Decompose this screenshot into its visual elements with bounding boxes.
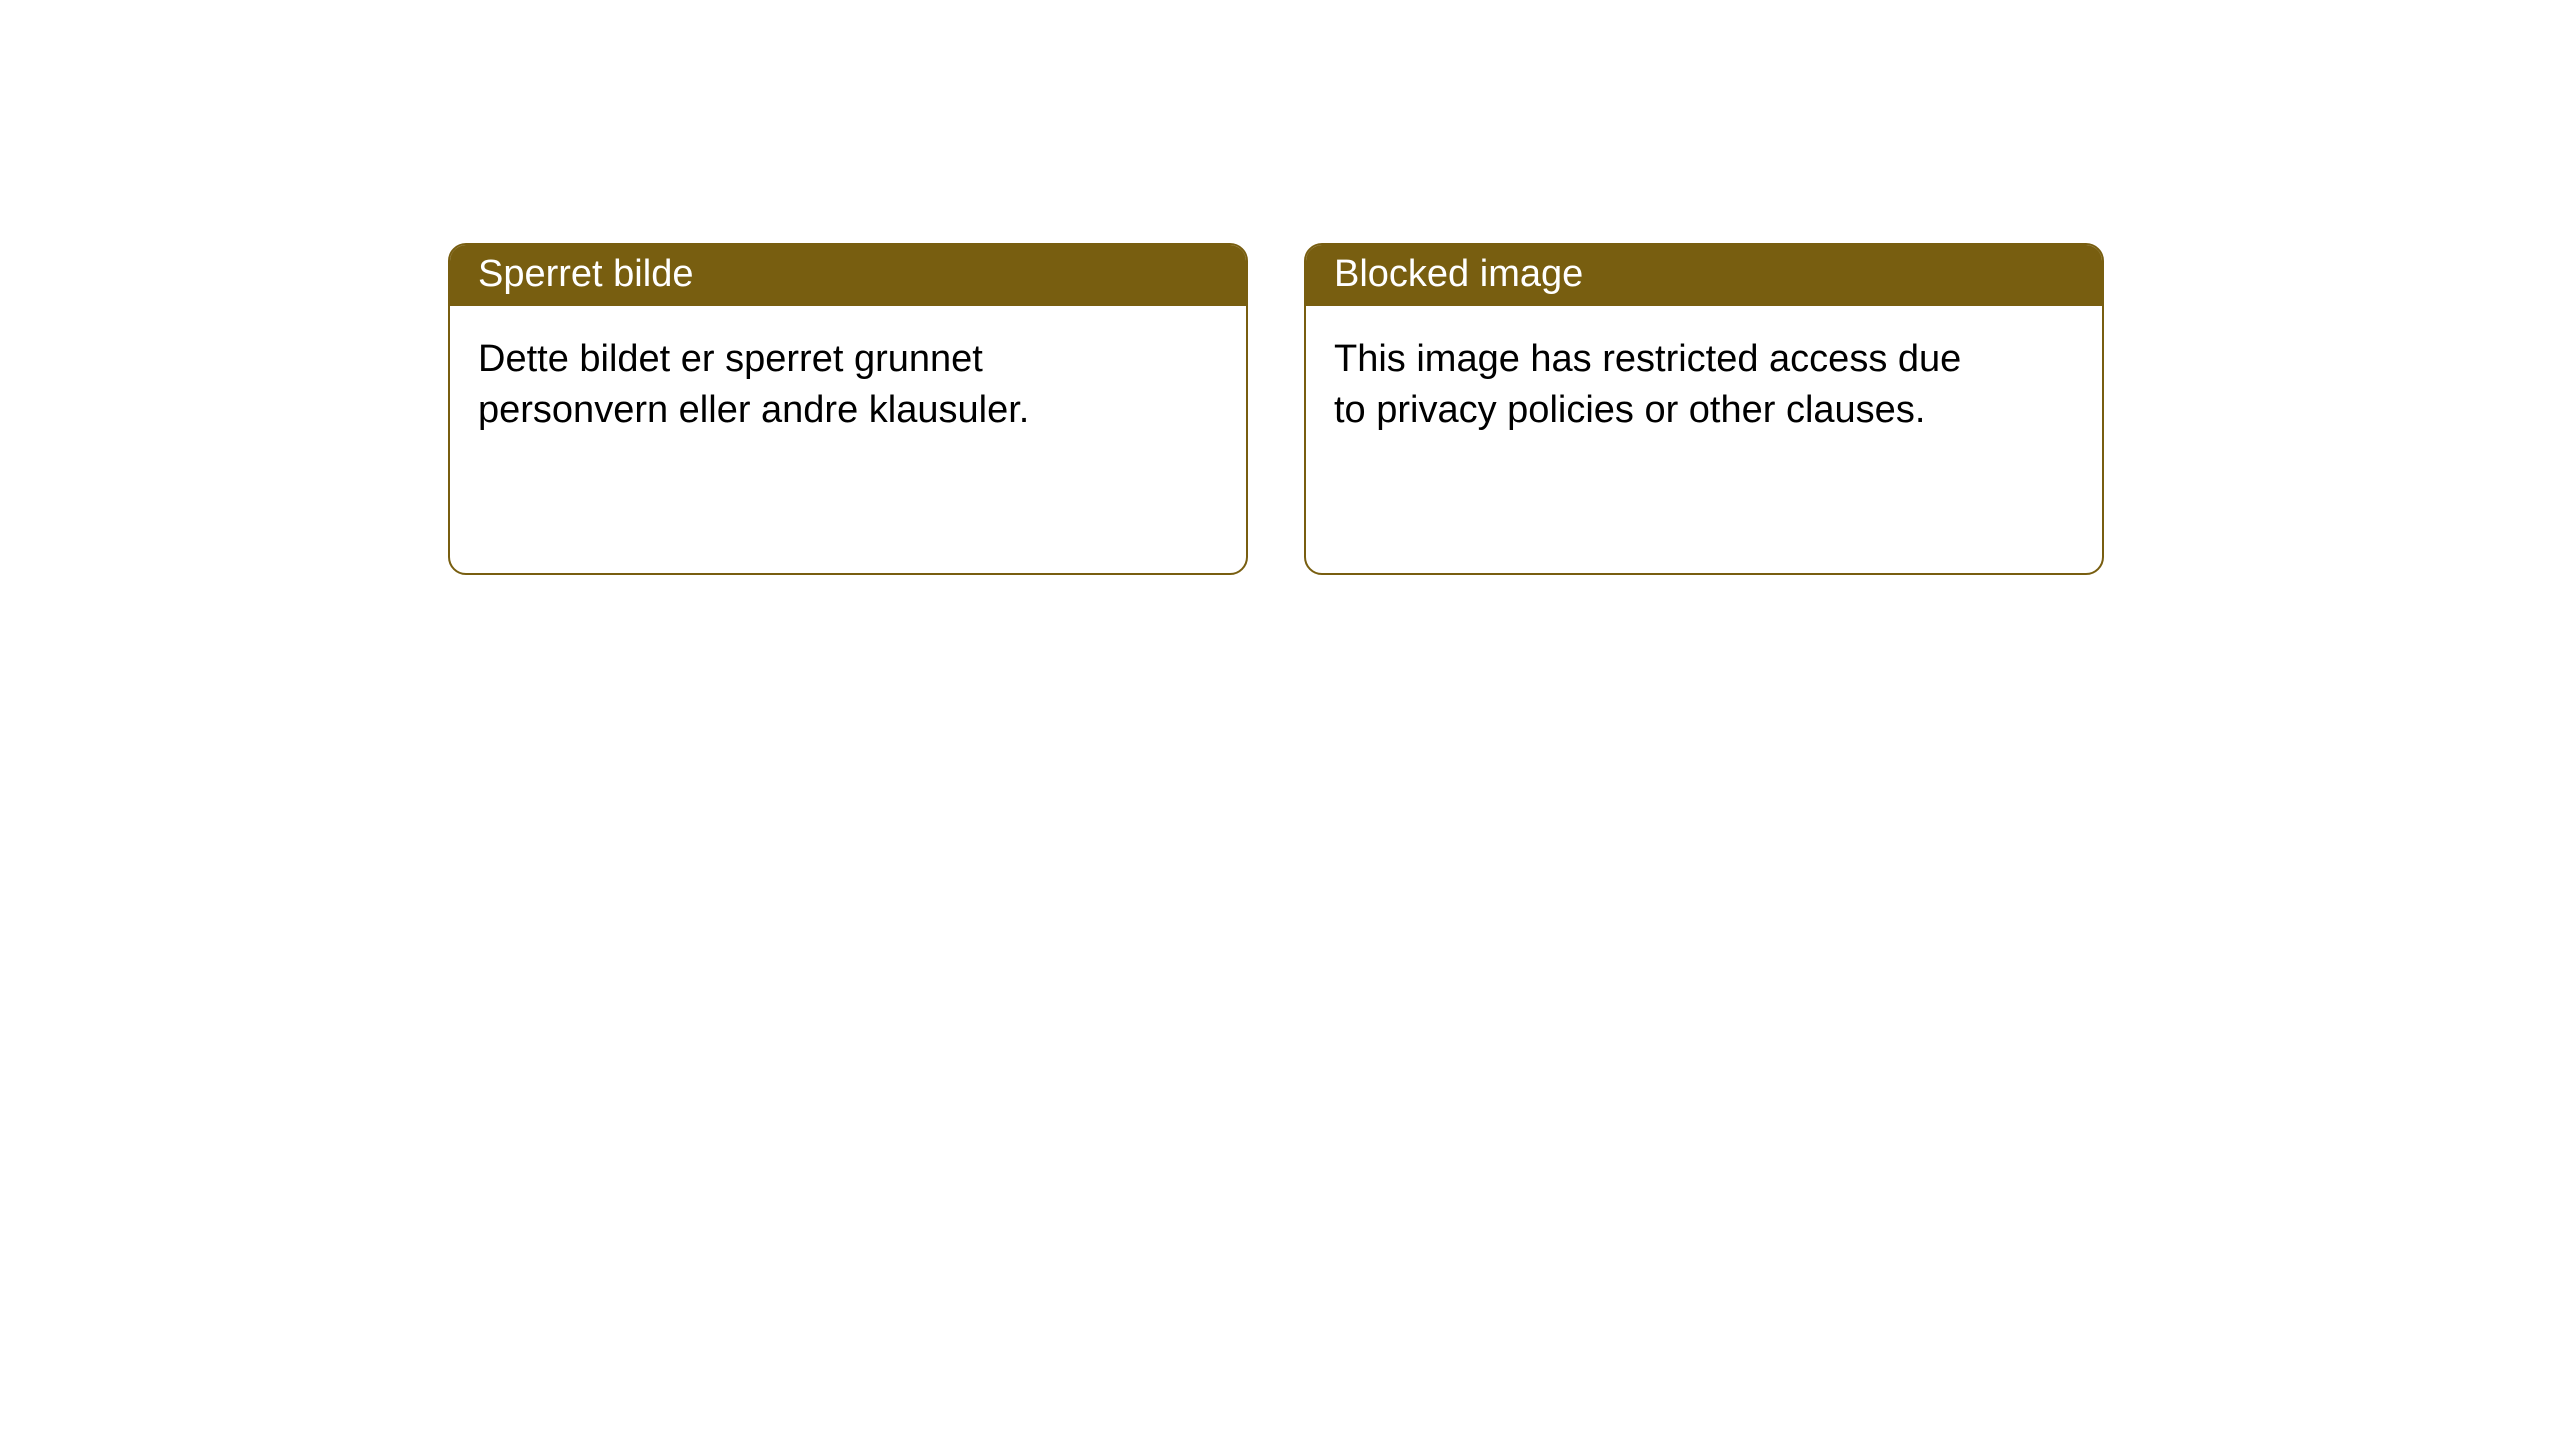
card-title: Blocked image [1306,245,2102,306]
card-title: Sperret bilde [450,245,1246,306]
notice-cards-container: Sperret bilde Dette bildet er sperret gr… [448,243,2104,575]
notice-card-english: Blocked image This image has restricted … [1304,243,2104,575]
card-body-text: Dette bildet er sperret grunnet personve… [450,306,1150,465]
notice-card-norwegian: Sperret bilde Dette bildet er sperret gr… [448,243,1248,575]
card-body-text: This image has restricted access due to … [1306,306,2006,465]
